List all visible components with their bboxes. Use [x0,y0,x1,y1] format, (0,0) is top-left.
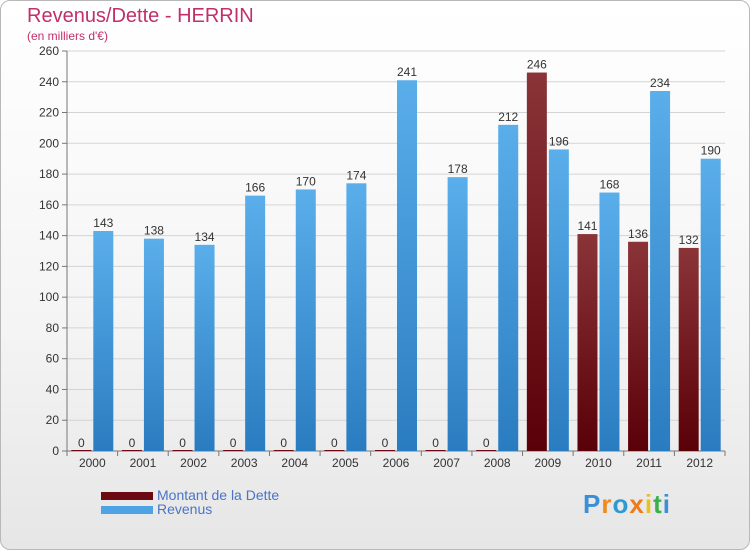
logo-letter: t [653,489,663,519]
data-label-dette: 0 [78,436,85,450]
bar-revenus [650,91,671,451]
y-tick-label: 240 [39,75,59,89]
chart-title: Revenus/Dette - HERRIN [27,5,254,27]
y-tick-label: 260 [39,44,59,58]
data-label-revenus: 174 [346,168,366,182]
data-label-revenus: 138 [144,224,164,238]
data-label-revenus: 168 [599,178,619,192]
y-tick-label: 140 [39,229,59,243]
y-tick-label: 200 [39,136,59,150]
bar-dette [577,234,598,451]
x-tick-label: 2003 [231,456,258,470]
y-tick-label: 120 [39,259,59,273]
y-tick-label: 100 [39,290,59,304]
bar-dette [273,450,294,451]
y-tick-label: 80 [46,321,60,335]
logo-letter: i [662,489,671,519]
data-label-dette: 132 [679,233,699,247]
bar-revenus [397,80,417,451]
bar-dette [324,450,345,451]
bar-revenus [93,231,114,451]
bar-dette [172,450,193,451]
x-tick-label: 2009 [534,456,561,470]
bar-revenus [548,149,569,451]
bar-dette [678,247,699,451]
bar-revenus [700,158,721,451]
bar-revenus [599,192,620,452]
x-tick-label: 2005 [332,456,359,470]
data-label-revenus: 134 [195,230,215,244]
bar-dette [425,450,446,451]
x-tick-label: 2010 [585,456,612,470]
data-label-dette: 0 [179,436,186,450]
y-tick-label: 160 [39,198,59,212]
data-label-revenus: 234 [650,76,670,90]
data-label-revenus: 241 [397,65,417,79]
data-label-revenus: 190 [701,144,721,158]
bar-dette [628,241,649,451]
bar-dette [223,450,244,451]
logo-letter: r [601,489,613,519]
y-tick-label: 20 [46,413,60,427]
data-label-dette: 0 [483,436,490,450]
data-label-revenus: 143 [93,216,113,230]
data-label-revenus: 166 [245,181,265,195]
x-tick-label: 2007 [433,456,460,470]
bar-revenus [295,189,316,451]
data-label-dette: 0 [280,436,287,450]
logo-letter: o [612,489,630,519]
bar-revenus [245,195,266,451]
legend-label-revenus: Revenus [157,501,213,517]
logo-letter: P [583,489,602,519]
chart-subtitle: (en milliers d'€) [27,29,108,43]
data-label-dette: 246 [527,58,547,72]
y-tick-label: 60 [46,352,60,366]
data-label-revenus: 178 [448,162,468,176]
x-tick-label: 2000 [79,456,106,470]
data-label-dette: 0 [331,436,338,450]
data-label-dette: 0 [382,436,389,450]
x-tick-label: 2004 [281,456,308,470]
bar-dette [71,450,92,451]
data-label-dette: 0 [129,436,136,450]
y-tick-label: 40 [46,382,60,396]
bar-dette [526,72,547,452]
proxiti-logo: Proxiti [583,489,671,520]
bar-dette [375,450,395,451]
y-tick-label: 180 [39,167,59,181]
legend-swatch-revenus [101,506,153,514]
bar-dette [476,450,497,451]
bar-revenus [194,244,215,451]
bar-revenus [498,124,519,451]
data-label-revenus: 196 [549,134,569,148]
logo-letter: i [644,489,654,519]
data-label-dette: 141 [577,219,597,233]
legend-swatch-debt [101,492,153,500]
bar-revenus [346,183,367,452]
x-tick-label: 2001 [130,456,157,470]
data-label-dette: 0 [432,436,439,450]
x-tick-label: 2002 [180,456,207,470]
x-tick-label: 2006 [383,456,410,470]
bar-revenus [447,177,468,451]
x-tick-label: 2012 [686,456,713,470]
data-label-dette: 0 [230,436,237,450]
logo-letter: x [629,489,645,519]
data-label-revenus: 170 [296,174,316,188]
y-tick-label: 220 [39,106,59,120]
data-label-dette: 136 [628,227,648,241]
x-tick-label: 2011 [636,456,662,470]
legend-label-debt: Montant de la Dette [157,487,280,503]
y-tick-label: 0 [52,444,59,458]
x-tick-label: 2008 [484,456,511,470]
bar-revenus [143,238,164,451]
bar-dette [121,450,142,451]
data-label-revenus: 212 [498,110,518,124]
